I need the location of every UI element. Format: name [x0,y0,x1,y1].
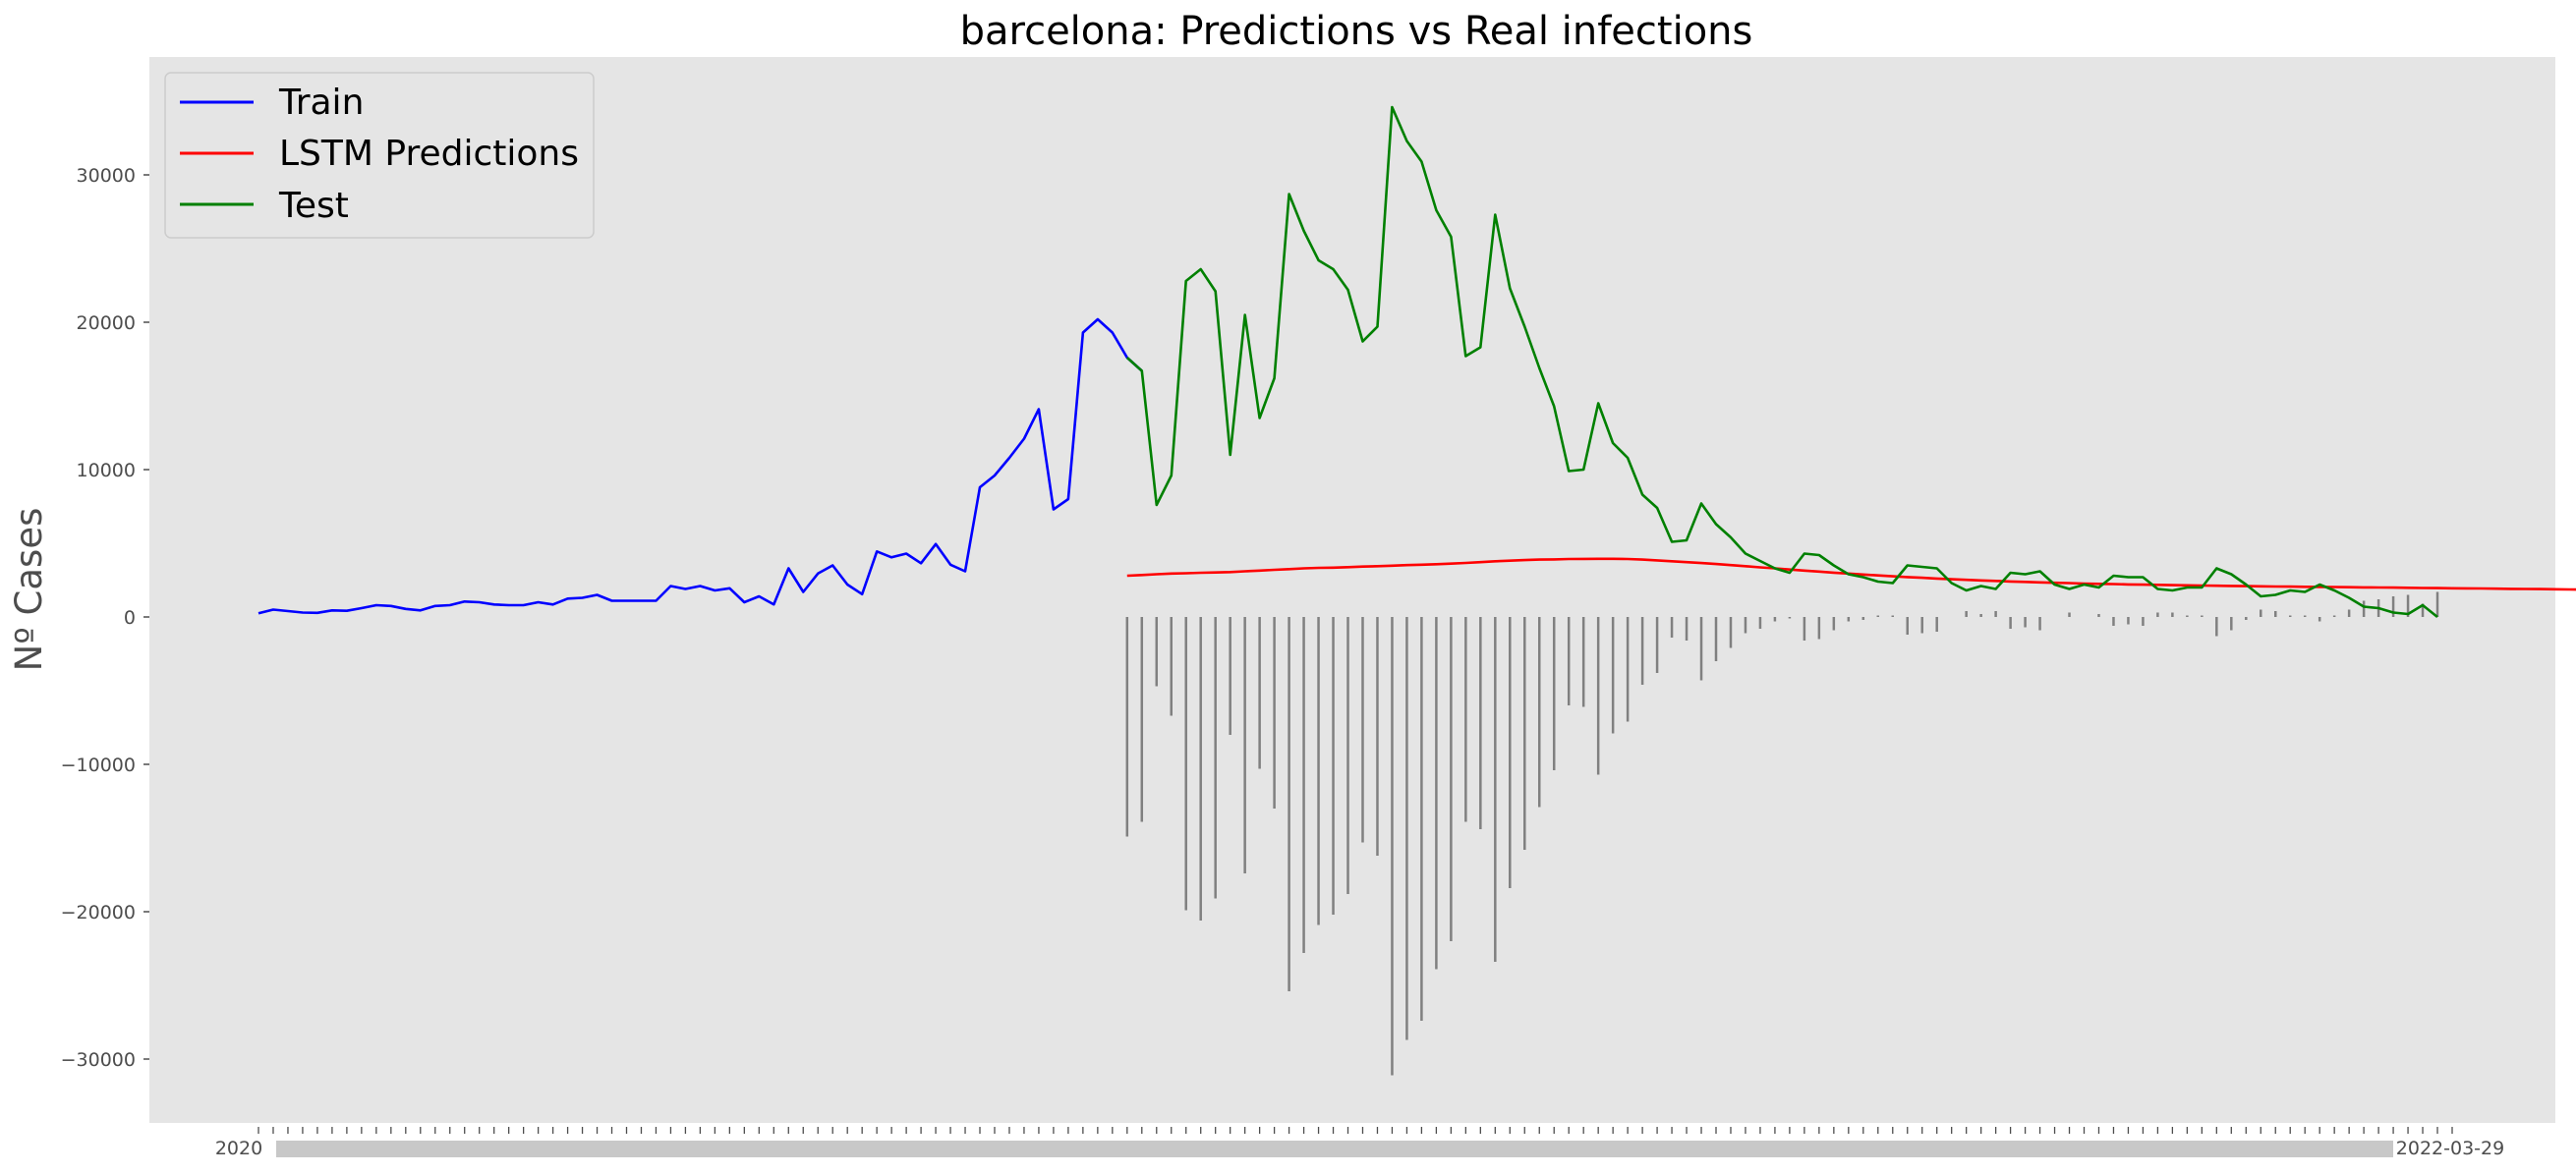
legend: Train LSTM Predictions Test [164,72,595,239]
legend-label-predictions: LSTM Predictions [279,134,579,174]
legend-label-test: Test [278,186,349,226]
series-line-predictions [1126,557,2576,591]
y-tick-label: −10000 [61,755,136,776]
y-tick-label: 10000 [77,460,136,481]
y-tick-label: 20000 [77,312,136,334]
y-tick-label: −30000 [61,1049,136,1071]
x-axis-ticks: 2020 2022-03-29 [215,1127,2504,1159]
y-tick-label: −20000 [61,902,136,923]
legend-box [164,72,595,239]
chart-title: barcelona: Predictions vs Real infection… [960,9,1753,54]
x-tick-label-last: 2022-03-29 [2396,1138,2504,1159]
x-tick-label-first: 2020 [215,1138,262,1159]
y-tick-label: 0 [124,607,136,629]
y-axis-label: Nº Cases [8,508,50,672]
y-tick-label: 30000 [77,165,136,187]
error-bars [1125,591,2439,1076]
x-tick-label-overlap [276,1141,2393,1157]
series-line-train [258,317,1143,615]
series-line-test [1125,105,2438,619]
series-lines [258,105,2576,619]
legend-label-train: Train [278,83,364,123]
y-axis-ticks: 30000 20000 10000 0 −10000 −20000 −30000 [61,165,149,1071]
